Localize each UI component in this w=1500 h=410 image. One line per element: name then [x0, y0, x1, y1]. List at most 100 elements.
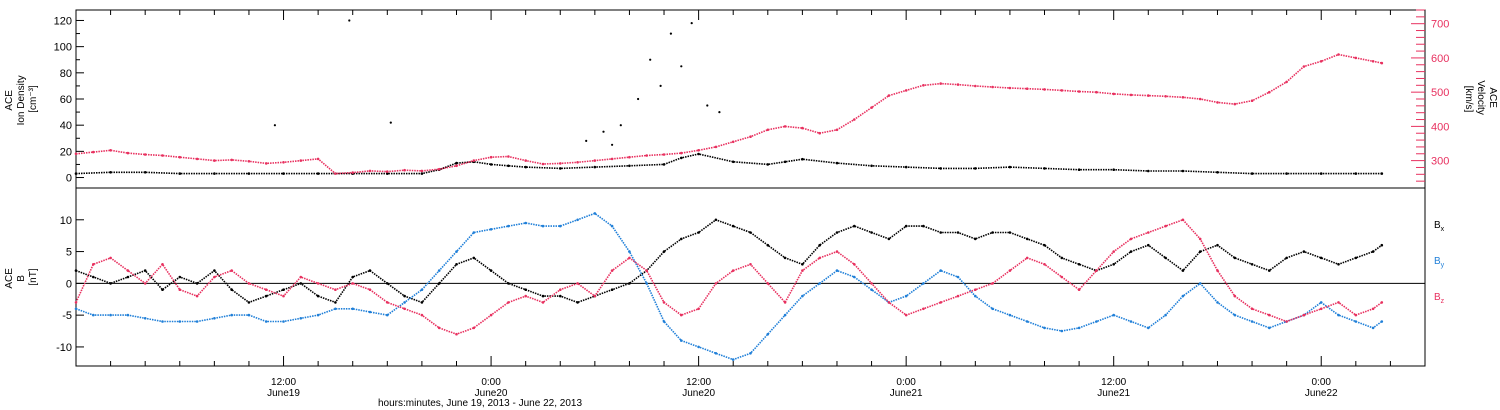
- by-point: [956, 275, 960, 279]
- density-point: [1112, 168, 1115, 171]
- bz-point: [1337, 301, 1340, 304]
- by-point: [247, 313, 251, 317]
- bz-point: [853, 263, 856, 266]
- density-point: [628, 164, 631, 168]
- bx-point: [143, 269, 147, 272]
- by-point: [386, 313, 389, 317]
- bx-point: [662, 250, 666, 253]
- by-point: [1129, 320, 1133, 323]
- velocity-point: [645, 154, 648, 157]
- velocity-point: [853, 118, 856, 121]
- by-point: [870, 288, 873, 292]
- bx-point: [403, 294, 406, 298]
- density-tick-label: 0: [66, 173, 72, 185]
- density-point: [455, 161, 458, 165]
- velocity-point: [92, 150, 95, 154]
- velocity-point: [126, 151, 130, 155]
- density-point: [1319, 172, 1323, 175]
- by-point: [316, 313, 320, 317]
- by-point: [628, 250, 631, 253]
- bz-point: [1060, 275, 1064, 279]
- velocity-point: [1008, 86, 1012, 90]
- field-series-Bx: [74, 218, 1384, 304]
- density-point: [386, 172, 389, 175]
- bz-point: [455, 332, 458, 336]
- bx-point: [1043, 243, 1046, 247]
- bx-point: [1060, 256, 1064, 260]
- by-point: [783, 313, 787, 317]
- density-point: [1250, 172, 1254, 175]
- bz-point: [489, 313, 493, 317]
- bz-point: [766, 282, 770, 285]
- by-point: [731, 358, 735, 361]
- density-outlier-point: [690, 22, 693, 25]
- bz-point: [541, 301, 545, 304]
- density-tick-label: 120: [54, 15, 72, 27]
- density-point: [870, 164, 873, 168]
- by-point: [1319, 301, 1323, 304]
- bz-point: [403, 307, 406, 311]
- bz-point: [1319, 307, 1323, 311]
- density-tick-label: 20: [60, 146, 72, 158]
- bx-point: [1371, 250, 1375, 253]
- velocity-point: [783, 125, 787, 128]
- bz-point: [610, 269, 614, 272]
- bz-point: [161, 263, 164, 266]
- bx-point: [1268, 269, 1271, 272]
- bx-point: [1181, 269, 1185, 272]
- legend-entry-z: Bz: [1434, 292, 1445, 305]
- day-tick-label: June19: [267, 388, 300, 399]
- velocity-point: [282, 161, 285, 164]
- by-point: [420, 288, 424, 292]
- by-point: [472, 231, 476, 234]
- bz-point: [351, 282, 355, 285]
- by-point: [1077, 326, 1081, 330]
- legend-entry-y: By: [1434, 256, 1445, 269]
- velocity-point: [351, 171, 355, 174]
- bx-point: [680, 237, 683, 241]
- field-tick-label: 10: [60, 215, 72, 227]
- velocity-point: [1077, 90, 1081, 93]
- density-point: [939, 167, 942, 170]
- bx-point: [697, 231, 700, 234]
- bx-point: [264, 294, 268, 298]
- bz-point: [264, 288, 268, 292]
- density-outlier-point: [669, 32, 673, 35]
- top-series-1: [273, 19, 721, 146]
- by-point: [576, 218, 579, 222]
- by-point: [143, 317, 147, 320]
- bz-point: [1198, 237, 1202, 241]
- velocity-point: [74, 152, 78, 156]
- by-point: [766, 332, 770, 336]
- bx-point: [178, 275, 182, 279]
- velocity-point: [1043, 88, 1046, 91]
- velocity-point: [697, 149, 700, 152]
- by-point: [1025, 320, 1029, 323]
- velocity-label-line-1: ACE: [1487, 87, 1498, 108]
- velocity-point: [766, 128, 770, 132]
- by-point: [541, 224, 545, 228]
- by-point: [593, 212, 597, 215]
- bz-point: [1164, 224, 1167, 228]
- bz-point: [143, 282, 147, 285]
- bx-point: [247, 301, 251, 304]
- velocity-point: [904, 89, 908, 92]
- density-outlier-point: [389, 121, 392, 124]
- legend-subscript: y: [1441, 262, 1445, 269]
- legend-symbol: B: [1434, 256, 1441, 267]
- velocity-point: [593, 159, 597, 162]
- velocity-point: [109, 149, 112, 152]
- bx-point: [541, 294, 545, 298]
- by-point: [368, 310, 372, 314]
- bx-point: [472, 256, 476, 260]
- field-label-line-3: [nT]: [28, 268, 39, 285]
- density-label-line-2: Ion Density: [16, 75, 27, 125]
- bx-point: [92, 275, 95, 279]
- bx-point: [991, 231, 994, 234]
- by-point: [680, 339, 683, 342]
- bz-point: [1147, 231, 1150, 234]
- bx-point: [766, 243, 770, 247]
- velocity-point: [1285, 80, 1288, 84]
